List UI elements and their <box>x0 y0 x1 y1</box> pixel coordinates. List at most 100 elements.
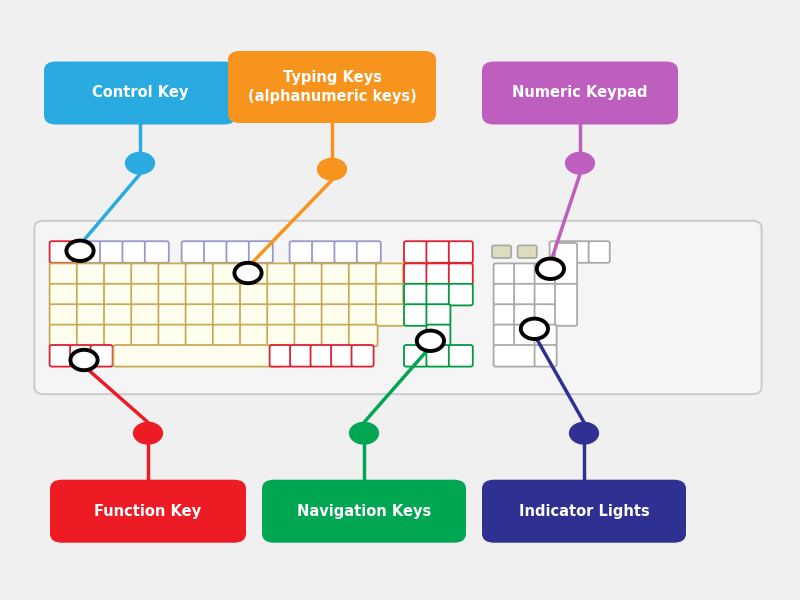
FancyBboxPatch shape <box>322 304 350 326</box>
FancyBboxPatch shape <box>482 61 678 124</box>
FancyBboxPatch shape <box>213 304 242 326</box>
FancyBboxPatch shape <box>186 284 214 305</box>
FancyBboxPatch shape <box>403 284 432 305</box>
FancyBboxPatch shape <box>310 345 333 367</box>
FancyBboxPatch shape <box>131 325 160 346</box>
FancyBboxPatch shape <box>131 263 160 285</box>
FancyBboxPatch shape <box>77 263 106 285</box>
FancyBboxPatch shape <box>426 284 450 305</box>
FancyBboxPatch shape <box>514 304 536 326</box>
FancyBboxPatch shape <box>404 241 428 263</box>
Text: Numeric Keypad: Numeric Keypad <box>512 85 648 100</box>
FancyBboxPatch shape <box>240 304 269 326</box>
FancyBboxPatch shape <box>226 241 250 263</box>
Text: Control Key: Control Key <box>92 85 188 100</box>
Circle shape <box>570 422 598 444</box>
FancyBboxPatch shape <box>77 325 106 346</box>
FancyBboxPatch shape <box>404 345 428 367</box>
FancyBboxPatch shape <box>494 263 516 285</box>
FancyBboxPatch shape <box>404 263 428 285</box>
FancyBboxPatch shape <box>213 284 242 305</box>
Circle shape <box>66 241 94 261</box>
FancyBboxPatch shape <box>534 284 557 305</box>
Circle shape <box>126 152 154 174</box>
FancyBboxPatch shape <box>158 325 187 346</box>
FancyBboxPatch shape <box>104 263 133 285</box>
FancyBboxPatch shape <box>426 263 450 285</box>
FancyBboxPatch shape <box>514 325 536 346</box>
Text: Typing Keys
(alphanumeric keys): Typing Keys (alphanumeric keys) <box>248 70 416 104</box>
Circle shape <box>234 263 262 283</box>
FancyBboxPatch shape <box>376 284 405 305</box>
FancyBboxPatch shape <box>50 263 78 285</box>
FancyBboxPatch shape <box>262 480 466 542</box>
FancyBboxPatch shape <box>349 284 378 305</box>
FancyBboxPatch shape <box>449 284 473 305</box>
FancyBboxPatch shape <box>240 325 269 346</box>
FancyBboxPatch shape <box>534 304 557 326</box>
FancyBboxPatch shape <box>122 241 146 263</box>
FancyBboxPatch shape <box>294 304 323 326</box>
FancyBboxPatch shape <box>376 304 405 326</box>
FancyBboxPatch shape <box>555 284 577 326</box>
FancyBboxPatch shape <box>104 325 133 346</box>
FancyBboxPatch shape <box>50 325 78 346</box>
FancyBboxPatch shape <box>426 325 450 346</box>
FancyBboxPatch shape <box>290 241 314 263</box>
FancyBboxPatch shape <box>267 263 296 285</box>
FancyBboxPatch shape <box>494 284 516 305</box>
Circle shape <box>350 422 378 444</box>
FancyBboxPatch shape <box>145 241 169 263</box>
FancyBboxPatch shape <box>349 263 378 285</box>
Text: Indicator Lights: Indicator Lights <box>518 504 650 518</box>
FancyBboxPatch shape <box>494 304 516 326</box>
FancyBboxPatch shape <box>403 263 432 285</box>
FancyBboxPatch shape <box>404 284 428 305</box>
FancyBboxPatch shape <box>534 263 557 285</box>
Circle shape <box>537 259 564 279</box>
Text: Function Key: Function Key <box>94 504 202 518</box>
FancyBboxPatch shape <box>482 480 686 542</box>
FancyBboxPatch shape <box>449 345 473 367</box>
FancyBboxPatch shape <box>404 304 428 326</box>
Circle shape <box>521 319 548 339</box>
FancyBboxPatch shape <box>494 325 516 346</box>
FancyBboxPatch shape <box>131 304 160 326</box>
FancyBboxPatch shape <box>331 345 353 367</box>
Circle shape <box>566 152 594 174</box>
Text: Navigation Keys: Navigation Keys <box>297 504 431 518</box>
FancyBboxPatch shape <box>204 241 228 263</box>
FancyBboxPatch shape <box>351 345 374 367</box>
FancyBboxPatch shape <box>492 245 511 258</box>
FancyBboxPatch shape <box>158 263 187 285</box>
FancyBboxPatch shape <box>349 304 378 326</box>
FancyBboxPatch shape <box>589 241 610 263</box>
FancyBboxPatch shape <box>70 345 92 367</box>
FancyBboxPatch shape <box>213 325 242 346</box>
FancyBboxPatch shape <box>240 263 269 285</box>
FancyBboxPatch shape <box>158 284 187 305</box>
Circle shape <box>318 158 346 180</box>
FancyBboxPatch shape <box>100 241 124 263</box>
FancyBboxPatch shape <box>131 284 160 305</box>
FancyBboxPatch shape <box>249 241 273 263</box>
FancyBboxPatch shape <box>494 345 536 367</box>
FancyBboxPatch shape <box>267 325 296 346</box>
FancyBboxPatch shape <box>50 304 78 326</box>
FancyBboxPatch shape <box>322 263 350 285</box>
FancyBboxPatch shape <box>555 243 577 285</box>
FancyBboxPatch shape <box>349 325 378 346</box>
FancyBboxPatch shape <box>104 284 133 305</box>
FancyBboxPatch shape <box>182 241 206 263</box>
FancyBboxPatch shape <box>34 221 762 394</box>
FancyBboxPatch shape <box>376 263 405 285</box>
FancyBboxPatch shape <box>426 345 450 367</box>
FancyBboxPatch shape <box>78 241 102 263</box>
FancyBboxPatch shape <box>44 61 236 124</box>
FancyBboxPatch shape <box>426 304 450 326</box>
FancyBboxPatch shape <box>294 325 323 346</box>
FancyBboxPatch shape <box>240 284 269 305</box>
FancyBboxPatch shape <box>518 245 537 258</box>
FancyBboxPatch shape <box>550 241 570 263</box>
FancyBboxPatch shape <box>514 263 536 285</box>
